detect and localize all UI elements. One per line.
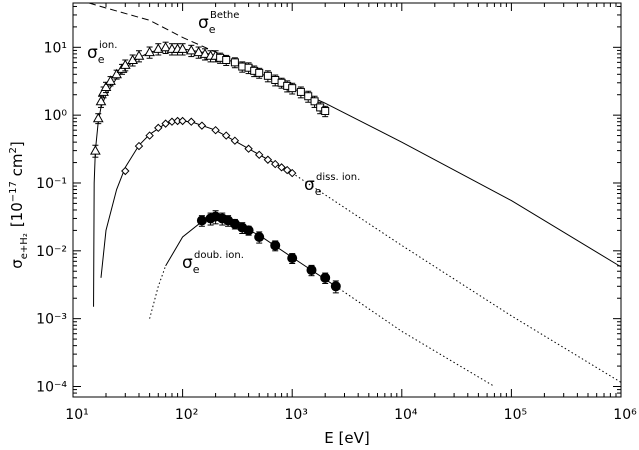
triangle-marker bbox=[152, 43, 164, 53]
annotation-sub: e bbox=[315, 185, 322, 198]
y-label-sub: e+H₂ bbox=[19, 233, 30, 259]
diamond-marker bbox=[145, 131, 154, 140]
triangle-marker bbox=[119, 59, 131, 69]
diamond-marker bbox=[154, 123, 163, 133]
annotation: σe Bethe bbox=[198, 10, 239, 36]
circle-marker bbox=[306, 265, 317, 276]
annotation-sub: e bbox=[193, 263, 200, 276]
triangle-marker bbox=[95, 95, 107, 106]
square-marker bbox=[230, 58, 239, 67]
triangle-marker bbox=[100, 81, 112, 91]
diamond-marker bbox=[187, 117, 196, 126]
y-tick-label: 10⁻² bbox=[36, 244, 67, 260]
annotation: σe ion. bbox=[87, 40, 117, 66]
diamond-marker bbox=[121, 166, 130, 176]
x-tick-label: 10⁴ bbox=[394, 407, 418, 423]
y-label-symbol: σ bbox=[8, 259, 26, 269]
curve bbox=[335, 285, 495, 387]
triangle-marker bbox=[177, 43, 188, 53]
circle-marker bbox=[330, 281, 341, 292]
diamond-marker bbox=[263, 155, 273, 164]
triangle-marker bbox=[111, 68, 122, 79]
diamond-marker bbox=[178, 116, 187, 126]
diamond-marker bbox=[287, 168, 297, 178]
circle-marker bbox=[320, 272, 331, 283]
triangle-marker bbox=[160, 41, 171, 52]
square-marker bbox=[321, 107, 330, 116]
diamond-marker bbox=[197, 121, 207, 130]
x-tick-label: 10⁶ bbox=[613, 407, 637, 423]
triangle-marker bbox=[199, 48, 211, 58]
triangle-marker bbox=[144, 46, 155, 57]
triangle-marker bbox=[193, 46, 204, 57]
annotation-sup: doub. ion. bbox=[194, 250, 244, 261]
annotation-sup: diss. ion. bbox=[316, 172, 360, 183]
annotation-sup: ion. bbox=[99, 40, 117, 51]
y-tick-label: 10⁻⁴ bbox=[36, 379, 67, 395]
y-label-close: ] bbox=[8, 141, 26, 147]
annotation: σe doub. ion. bbox=[182, 250, 244, 276]
y-tick-label: 10⁰ bbox=[44, 108, 68, 124]
annotation-sub: e bbox=[209, 23, 216, 36]
square-marker bbox=[222, 56, 231, 65]
annotation-symbol: σ bbox=[304, 175, 315, 195]
annotation-symbol: σ bbox=[87, 43, 98, 63]
annotation: σe diss. ion. bbox=[304, 172, 360, 198]
diamond-marker bbox=[244, 144, 253, 153]
y-label-unit: cm bbox=[8, 153, 26, 181]
circle-marker bbox=[243, 225, 254, 236]
diamond-marker bbox=[161, 119, 170, 128]
triangle-marker bbox=[90, 145, 101, 155]
y-label-unit-sup: 2 bbox=[8, 147, 19, 153]
diamond-marker bbox=[211, 125, 220, 135]
triangle-marker bbox=[105, 75, 116, 85]
diamond-marker bbox=[254, 150, 264, 160]
y-axis-label: σe+H₂ [10−17 cm2] bbox=[8, 141, 30, 269]
diamond-marker bbox=[222, 131, 231, 140]
annotation-sup: Bethe bbox=[210, 10, 239, 21]
x-tick-label: 10⁵ bbox=[504, 407, 527, 423]
x-axis-label: E [eV] bbox=[324, 429, 369, 447]
square-marker bbox=[255, 68, 264, 77]
circle-marker bbox=[270, 240, 281, 251]
square-marker bbox=[263, 71, 272, 80]
circle-marker bbox=[287, 253, 298, 264]
y-tick-label: 10¹ bbox=[44, 40, 67, 56]
diamond-marker bbox=[277, 163, 286, 172]
curve bbox=[291, 172, 622, 383]
y-tick-label: 10⁻³ bbox=[36, 312, 67, 328]
y-tick-label: 10⁻¹ bbox=[36, 176, 67, 192]
circle-marker bbox=[254, 231, 265, 242]
annotation-symbol: σ bbox=[182, 253, 193, 273]
diamond-marker bbox=[134, 141, 144, 151]
x-tick-label: 10¹ bbox=[65, 407, 88, 423]
triangle-marker bbox=[185, 44, 197, 55]
x-tick-label: 10² bbox=[175, 407, 198, 423]
diamond-marker bbox=[230, 136, 240, 145]
x-tick-label: 10³ bbox=[284, 407, 307, 423]
square-marker bbox=[296, 87, 305, 96]
diamond-marker bbox=[282, 165, 292, 175]
triangle-marker bbox=[92, 112, 104, 123]
annotation-symbol: σ bbox=[198, 13, 209, 33]
square-marker bbox=[288, 84, 297, 93]
y-label-sup: −17 bbox=[8, 181, 19, 202]
curve bbox=[149, 265, 167, 319]
square-marker bbox=[310, 97, 319, 106]
curve bbox=[88, 2, 240, 63]
triangle-marker bbox=[133, 50, 145, 60]
y-label-open: [10 bbox=[8, 202, 26, 227]
diamond-marker bbox=[271, 159, 280, 169]
circle-marker bbox=[196, 215, 207, 226]
annotation-sub: e bbox=[98, 53, 105, 66]
plot-frame bbox=[72, 2, 622, 398]
